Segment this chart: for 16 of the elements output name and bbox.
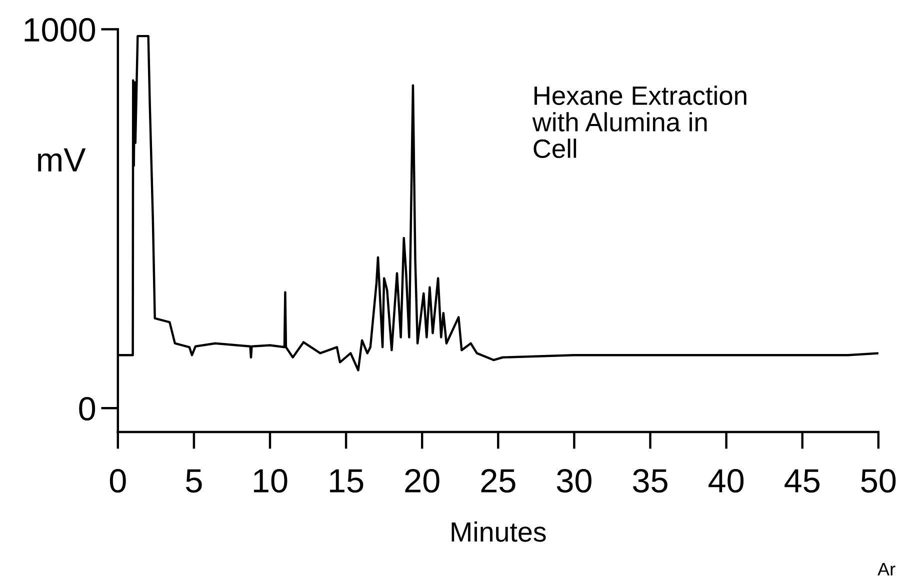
x-axis-title: Minutes: [452, 521, 546, 542]
x-tick-label: 50: [861, 469, 896, 493]
x-tick-label: 45: [784, 469, 820, 493]
x-tick-label: 20: [405, 469, 440, 493]
y-axis-title: mV: [38, 148, 86, 172]
y-tick-label: 1000: [24, 18, 96, 42]
x-tick-label: 30: [556, 469, 592, 493]
x-tick-label: 25: [481, 469, 516, 493]
x-tick-label: 10: [254, 469, 288, 493]
x-tick-label: 15: [330, 469, 364, 493]
x-tick-label: 40: [708, 469, 744, 493]
x-tick-label: 35: [632, 469, 668, 493]
text: Ar: [878, 562, 896, 576]
x-tick-label: 0: [110, 469, 126, 493]
annotation: Hexane Extraction with Alumina in Cell: [532, 86, 746, 158]
x-tick-label: 5: [186, 469, 202, 493]
